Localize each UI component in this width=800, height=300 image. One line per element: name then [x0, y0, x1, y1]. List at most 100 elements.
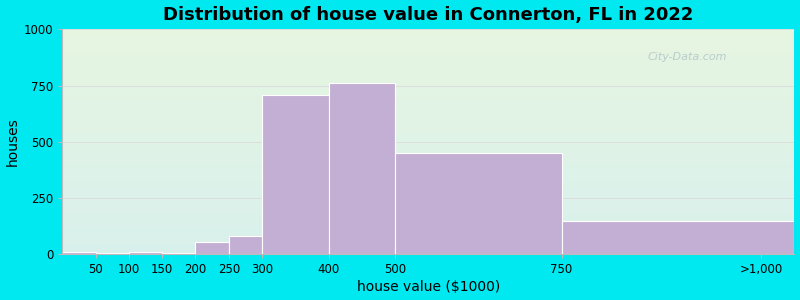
Bar: [62, 236, 794, 237]
Bar: [62, 91, 794, 92]
Bar: [62, 81, 794, 82]
Bar: [62, 179, 794, 180]
Bar: [62, 251, 794, 252]
Bar: [62, 64, 794, 65]
Bar: [62, 223, 794, 224]
Bar: [62, 44, 794, 45]
Bar: [62, 199, 794, 200]
Bar: [62, 132, 794, 133]
Bar: [62, 97, 794, 98]
Bar: [62, 75, 794, 76]
Bar: [62, 224, 794, 225]
Bar: [62, 74, 794, 75]
Bar: [62, 240, 794, 241]
Bar: [62, 78, 794, 79]
Bar: [62, 202, 794, 204]
Bar: [62, 201, 794, 202]
Bar: [62, 178, 794, 179]
X-axis label: house value ($1000): house value ($1000): [357, 280, 500, 294]
Bar: [62, 37, 794, 38]
Bar: [62, 155, 794, 156]
Bar: [62, 36, 794, 37]
Bar: [62, 141, 794, 142]
Bar: [62, 216, 794, 217]
Bar: [62, 147, 794, 148]
Bar: [62, 173, 794, 174]
Bar: [62, 206, 794, 207]
Bar: [62, 164, 794, 165]
Bar: [62, 109, 794, 110]
Bar: [62, 183, 794, 184]
Bar: [62, 50, 794, 51]
Bar: [62, 38, 794, 39]
Bar: [62, 110, 794, 111]
Bar: [62, 130, 794, 132]
Bar: [62, 237, 794, 238]
Bar: [62, 234, 794, 235]
Bar: [62, 246, 794, 247]
Bar: [62, 165, 794, 166]
Bar: [62, 29, 794, 30]
Bar: [62, 233, 794, 234]
Bar: [62, 212, 794, 213]
Bar: [62, 188, 794, 189]
Bar: [62, 244, 794, 245]
Bar: [562, 220, 794, 254]
Bar: [62, 204, 794, 205]
Bar: [62, 128, 794, 129]
Bar: [62, 170, 794, 171]
Bar: [62, 219, 794, 220]
Bar: [62, 71, 794, 72]
Bar: [62, 162, 794, 163]
Bar: [62, 218, 794, 219]
Bar: [62, 52, 794, 53]
Bar: [62, 43, 794, 44]
Bar: [62, 105, 794, 106]
Bar: [62, 227, 794, 228]
Bar: [62, 249, 794, 250]
Bar: [62, 61, 794, 62]
Bar: [62, 160, 794, 161]
Bar: [62, 45, 794, 46]
Bar: [62, 111, 794, 112]
Bar: [62, 153, 794, 154]
Bar: [62, 35, 794, 36]
Bar: [62, 195, 794, 196]
Bar: [62, 137, 794, 138]
Bar: [62, 82, 794, 83]
Bar: [62, 252, 96, 254]
Bar: [62, 205, 794, 206]
Bar: [62, 127, 794, 128]
Bar: [62, 120, 794, 122]
Bar: [62, 134, 794, 135]
Bar: [62, 138, 794, 140]
Bar: [62, 72, 794, 73]
Bar: [62, 66, 794, 68]
Bar: [62, 151, 794, 152]
Bar: [62, 90, 794, 91]
Bar: [62, 55, 794, 56]
Bar: [62, 245, 794, 246]
Bar: [329, 83, 395, 254]
Bar: [62, 102, 794, 104]
Bar: [62, 39, 794, 41]
Bar: [62, 143, 794, 144]
Bar: [62, 209, 794, 210]
Bar: [62, 114, 794, 115]
Bar: [62, 158, 794, 159]
Bar: [129, 252, 162, 254]
Bar: [62, 154, 794, 155]
Bar: [62, 242, 794, 243]
Bar: [62, 238, 794, 240]
Bar: [62, 80, 794, 81]
Bar: [62, 196, 794, 197]
Bar: [62, 217, 794, 218]
Bar: [62, 215, 794, 216]
Bar: [62, 56, 794, 57]
Bar: [62, 243, 794, 244]
Bar: [62, 99, 794, 100]
Bar: [62, 220, 794, 222]
Bar: [62, 156, 794, 158]
Bar: [62, 103, 794, 105]
Bar: [62, 42, 794, 43]
